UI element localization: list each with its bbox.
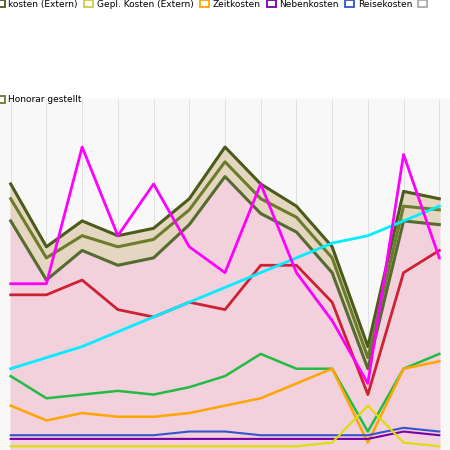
Legend: Honorar gestellt: Honorar gestellt — [0, 95, 81, 104]
